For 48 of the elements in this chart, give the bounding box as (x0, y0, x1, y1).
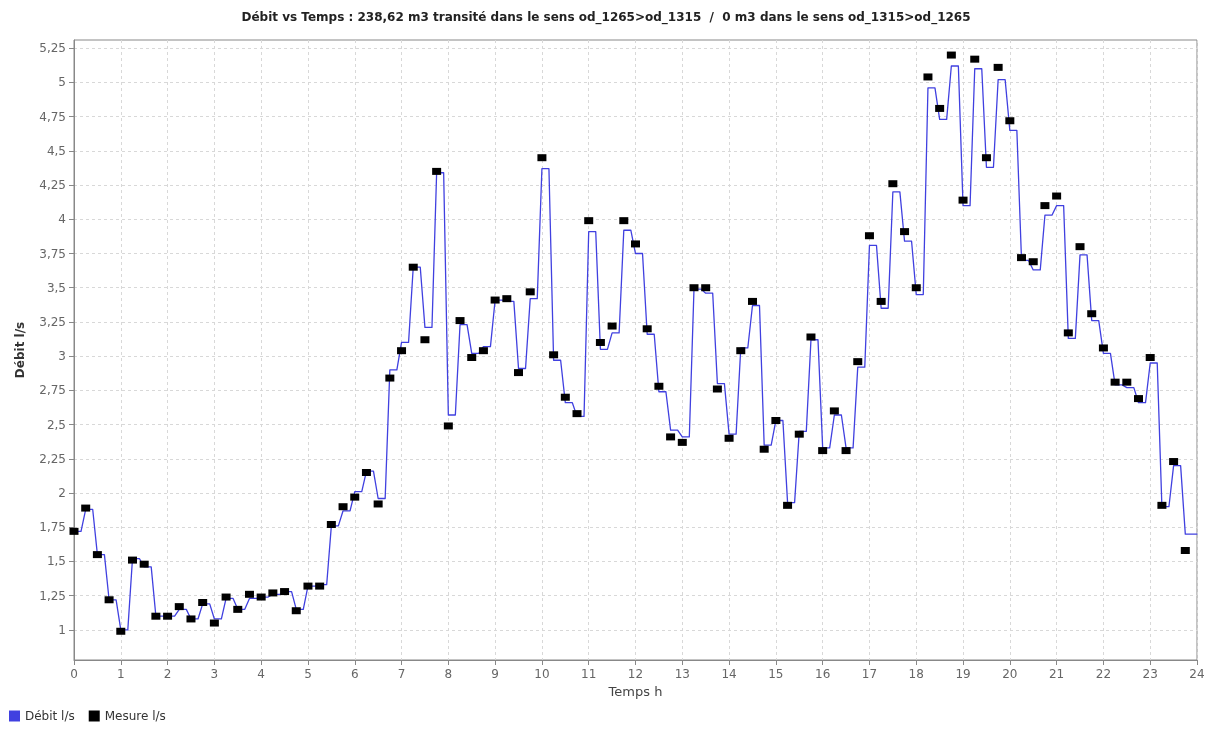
chart-title: Débit vs Temps : 238,62 m3 transité dans le sens od_1265>od_1315 / 0 m3 dans le sens od_1315>od_1265 (241, 10, 971, 25)
x-tick-label: 9 (491, 667, 499, 681)
y-tick-label: 2,25 (39, 451, 66, 466)
x-tick-label: 22 (1095, 667, 1112, 681)
y-tick-label: 2,75 (39, 383, 66, 398)
y-tick-label: 4,75 (39, 109, 66, 124)
x-tick-label: 4 (257, 667, 265, 681)
x-tick-label: 16 (815, 667, 831, 681)
x-tick-label: 12 (627, 667, 644, 681)
x-tick-label: 21 (1048, 667, 1065, 681)
x-tick-label: 0 (70, 667, 78, 681)
x-tick-label: 24 (1189, 667, 1205, 681)
y-tick-label: 1,5 (46, 554, 66, 569)
x-tick-label: 13 (674, 667, 690, 681)
y-tick-label: 5,25 (39, 41, 66, 56)
x-tick-label: 1 (116, 667, 125, 681)
y-tick-label: 4 (58, 212, 66, 227)
x-tick-label: 19 (955, 667, 971, 681)
x-tick-label: 11 (581, 667, 597, 681)
y-tick-label: 2 (58, 486, 66, 501)
y-axis-title: Débit l/s (13, 321, 27, 379)
y-tick-label: 1 (58, 622, 66, 637)
x-tick-label: 23 (1142, 667, 1158, 681)
x-tick-label: 7 (397, 667, 406, 681)
legend-label: Débit l/s (25, 709, 75, 723)
x-tick-label: 15 (768, 667, 784, 681)
y-tick-label: 1,75 (39, 520, 66, 535)
y-tick-label: 4,5 (46, 143, 66, 158)
x-axis-title: Temps h (607, 683, 663, 699)
legend-label: Mesure l/s (104, 709, 166, 723)
x-tick-label: 14 (721, 667, 737, 681)
y-tick-label: 3 (58, 349, 66, 364)
y-tick-label: 3,25 (39, 314, 66, 329)
y-tick-label: 4,25 (39, 178, 66, 193)
x-tick-label: 6 (350, 667, 359, 681)
y-tick-label: 1,25 (39, 588, 66, 603)
x-tick-label: 10 (534, 667, 550, 681)
y-tick-label: 3,5 (46, 280, 66, 295)
x-tick-label: 2 (163, 667, 172, 681)
y-tick-label: 2,5 (46, 417, 66, 432)
x-tick-label: 3 (210, 667, 219, 681)
x-tick-label: 5 (304, 667, 312, 681)
y-tick-label: 5 (58, 75, 66, 90)
x-tick-label: 17 (861, 667, 878, 681)
x-tick-label: 8 (444, 667, 453, 681)
x-tick-label: 20 (1002, 667, 1018, 681)
x-tick-label: 18 (908, 667, 924, 681)
y-tick-label: 3,75 (39, 246, 66, 261)
